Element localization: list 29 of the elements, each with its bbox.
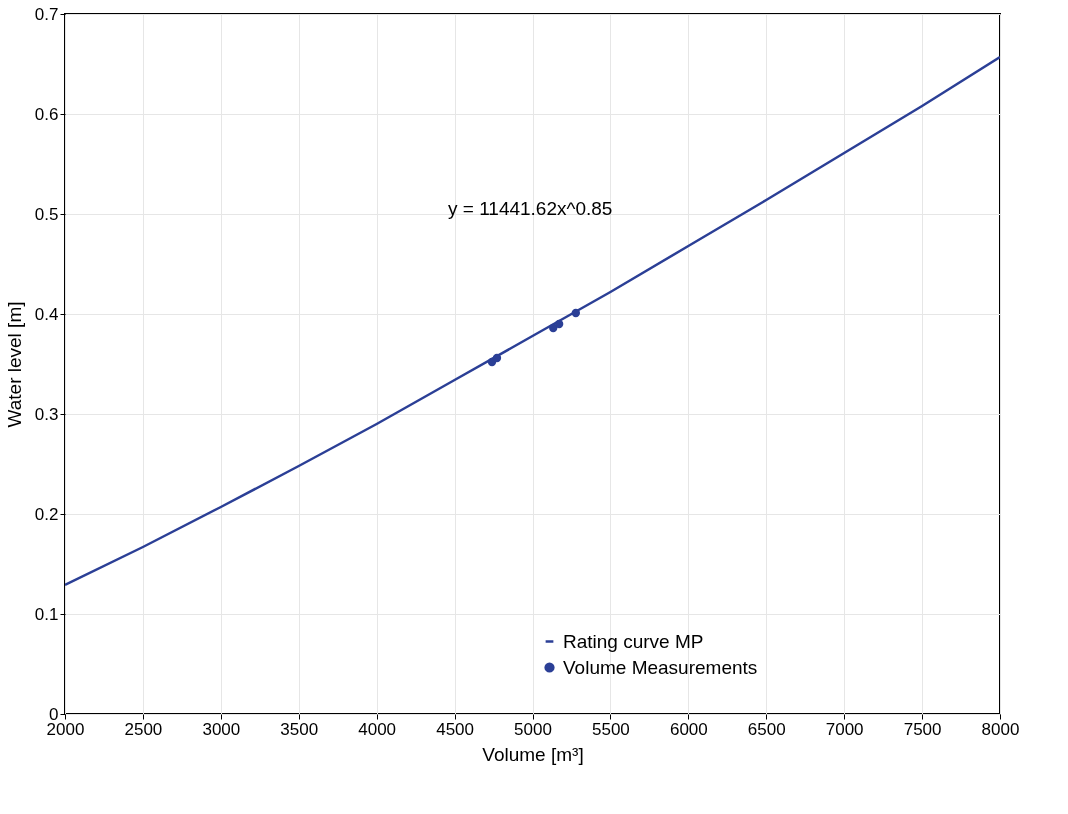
y-tick-label: 0.6	[34, 104, 59, 124]
x-tick-label: 6500	[747, 719, 786, 739]
x-tick-label: 6000	[669, 719, 708, 739]
x-tick-label: 7500	[903, 719, 942, 739]
y-tick-label: 0.1	[34, 604, 59, 624]
x-tick-label: 2500	[124, 719, 163, 739]
x-tick-label: 3500	[280, 719, 319, 739]
y-tick-label: 0.7	[34, 4, 59, 24]
point	[549, 323, 558, 333]
point	[554, 319, 564, 329]
x-axis-title: Volume [m³]	[482, 743, 584, 765]
y-tick-label: 0.5	[34, 204, 59, 224]
line-series	[65, 55, 1000, 587]
y-tick-label: 0.4	[34, 304, 59, 324]
y-tick-label: 0.3	[34, 404, 59, 424]
x-tick-label: 4000	[358, 719, 397, 739]
point	[492, 353, 502, 363]
x-tick-label: 3000	[202, 719, 241, 739]
x-tick-label: 7000	[825, 719, 864, 739]
y-axis-title: Water level [m]	[3, 301, 25, 428]
legend-label: Volume Measurements	[563, 656, 758, 678]
x-tick-label: 5500	[592, 719, 630, 739]
x-tick-label: 8000	[981, 719, 1020, 739]
x-tick-label: 4500	[436, 719, 474, 739]
point	[571, 308, 580, 318]
y-tick-label: 0.2	[34, 504, 59, 524]
annotation: y = 11441.62x^0.85	[448, 198, 613, 219]
x-tick-label: 5000	[514, 719, 552, 739]
legend-label: Rating curve MP	[563, 630, 704, 652]
